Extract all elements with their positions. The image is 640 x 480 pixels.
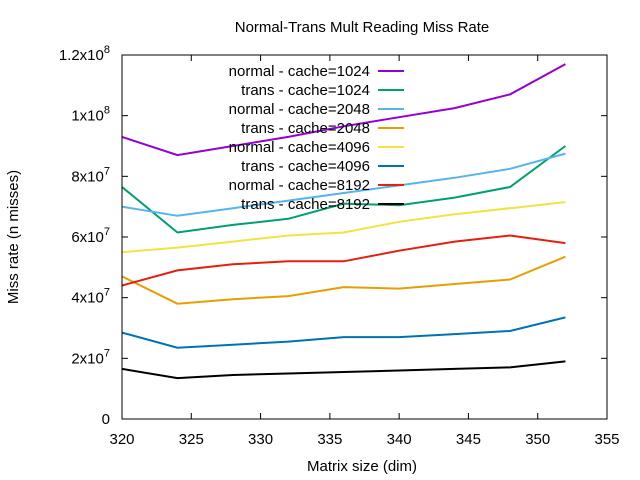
y-tick-label: 2x107	[71, 347, 110, 367]
y-tick-label: 4x107	[71, 287, 110, 307]
legend-label-2: normal - cache=2048	[229, 101, 370, 118]
series-line-0	[121, 63, 566, 157]
y-tick-exponent: 7	[104, 287, 110, 299]
y-axis-label: Miss rate (n misses)	[5, 170, 22, 304]
series-line-5	[121, 316, 566, 349]
y-tick-mantissa: 2x10	[71, 350, 104, 367]
legend-label-5: trans - cache=4096	[241, 158, 370, 175]
legend-label-1: trans - cache=1024	[241, 82, 370, 99]
x-tick-label: 350	[525, 431, 550, 448]
y-tick-label: 1x108	[71, 105, 110, 125]
legend-label-7: trans - cache=8192	[241, 196, 370, 213]
x-tick-label: 335	[317, 431, 342, 448]
plot-area	[121, 63, 566, 380]
y-tick-label: 8x107	[71, 165, 110, 185]
x-axis: 320 325 330 335 340 345 350 355	[109, 55, 620, 448]
series-line-2	[121, 152, 566, 217]
y-tick-exponent: 7	[104, 347, 110, 359]
y-tick-exponent: 7	[104, 226, 110, 238]
y-tick-label: 1.2x108	[59, 44, 110, 64]
x-axis-label: Matrix size (dim)	[307, 458, 417, 475]
legend: normal - cache=1024 trans - cache=1024 nor…	[229, 63, 404, 213]
x-tick-label: 325	[179, 431, 204, 448]
y-tick-exponent: 8	[104, 44, 110, 56]
y-tick-mantissa: 8x10	[71, 168, 104, 185]
legend-label-0: normal - cache=1024	[229, 63, 370, 80]
series-line-4	[121, 201, 566, 254]
x-tick-label: 355	[594, 431, 619, 448]
y-tick-label: 0	[102, 411, 110, 428]
y-tick-mantissa: 4x10	[71, 290, 104, 307]
y-tick-mantissa: 1x10	[71, 108, 104, 125]
legend-label-3: trans - cache=2048	[241, 120, 370, 137]
series-line-7	[121, 360, 566, 380]
series-line-3	[121, 255, 566, 305]
x-tick-label: 345	[456, 431, 481, 448]
series-line-6	[121, 234, 566, 287]
y-tick-mantissa: 1.2x10	[59, 47, 104, 64]
y-tick-mantissa: 0	[102, 411, 110, 428]
x-tick-label: 330	[248, 431, 273, 448]
y-tick-exponent: 7	[104, 165, 110, 177]
y-tick-exponent: 8	[104, 105, 110, 117]
chart-title: Normal-Trans Mult Reading Miss Rate	[235, 19, 490, 36]
legend-label-6: normal - cache=8192	[229, 177, 370, 194]
x-tick-label: 320	[109, 431, 134, 448]
y-tick-label: 6x107	[71, 226, 110, 246]
legend-label-4: normal - cache=4096	[229, 139, 370, 156]
series-line-1	[121, 145, 566, 234]
y-tick-mantissa: 6x10	[71, 229, 104, 246]
x-tick-label: 340	[387, 431, 412, 448]
